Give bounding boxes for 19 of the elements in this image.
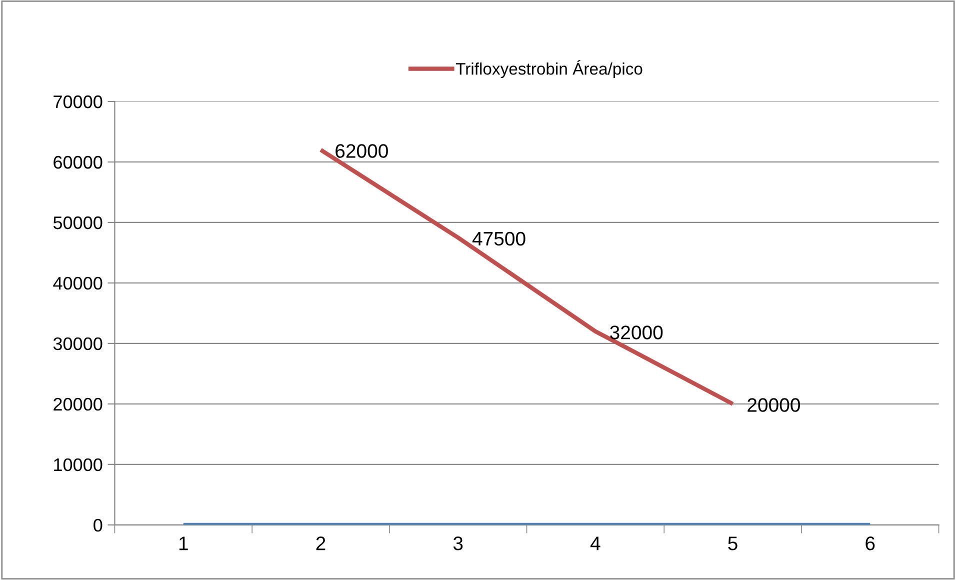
y-tick-label: 30000 <box>53 337 102 350</box>
x-tick-label: 3 <box>453 536 463 550</box>
y-tick-label: 60000 <box>54 156 102 169</box>
y-tick-label: 50000 <box>53 216 102 230</box>
y-tick-label: 70000 <box>54 95 102 108</box>
data-label: 32000 <box>610 326 663 340</box>
x-tick-label: 4 <box>590 536 600 550</box>
y-tick-label: 0 <box>94 518 102 532</box>
y-tick-label: 20000 <box>54 398 102 411</box>
x-tick-label: 1 <box>179 536 188 550</box>
data-label: 62000 <box>336 144 388 158</box>
x-tick-label: 6 <box>866 536 875 550</box>
y-tick-label: 10000 <box>54 458 102 472</box>
data-label: 20000 <box>748 398 800 412</box>
legend-label: Trifloxyestrobin Área/pico <box>456 60 642 78</box>
x-tick-label: 5 <box>728 536 738 550</box>
y-tick-label: 40000 <box>53 276 102 290</box>
x-tick-label: 2 <box>316 536 326 550</box>
data-label: 47500 <box>472 232 526 246</box>
